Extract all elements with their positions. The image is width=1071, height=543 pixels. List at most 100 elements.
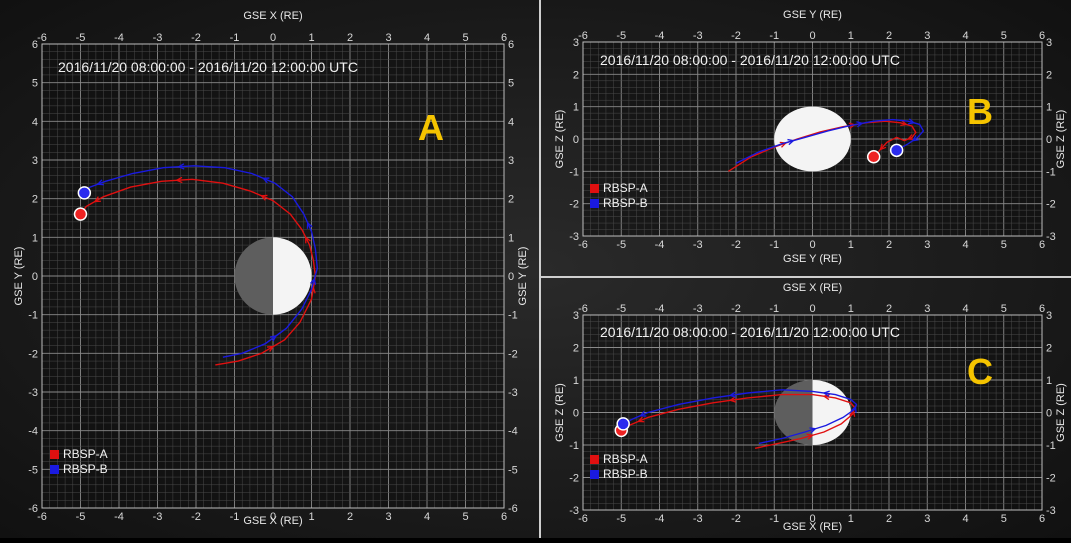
x-tick-label-top: 3 [924, 30, 930, 42]
y-tick-label-right: -4 [508, 426, 518, 438]
orbit-rbsp-b [622, 389, 858, 445]
x-axis-title-bottom: GSE Y (RE) [783, 253, 842, 265]
x-tick-label-bottom: 5 [1001, 239, 1007, 251]
legend-label: RBSP-A [603, 181, 648, 195]
y-tick-label-left: 2 [573, 69, 579, 81]
x-tick-label-top: -2 [191, 32, 201, 44]
x-tick-label-bottom: -2 [731, 239, 741, 251]
legend-label: RBSP-B [63, 462, 108, 476]
x-tick-label-top: 5 [1001, 30, 1007, 42]
x-tick-label-bottom: 4 [962, 513, 968, 525]
y-tick-label-right: -1 [1046, 166, 1056, 178]
y-tick-label-right: 0 [1046, 134, 1052, 146]
time-range-label: 2016/11/20 08:00:00 - 2016/11/20 12:00:0… [600, 52, 900, 68]
x-tick-label-bottom: -6 [578, 239, 588, 251]
spacecraft-rbsp-b [616, 417, 630, 431]
legend-swatch [50, 465, 59, 474]
x-tick-label-top: 3 [385, 32, 391, 44]
y-axis-title-right: GSE Z (RE) [1055, 110, 1067, 169]
x-tick-label-top: -6 [578, 30, 588, 42]
y-tick-label-left: 0 [573, 408, 579, 420]
orbit-arrow [177, 163, 185, 170]
y-tick-label-right: 4 [508, 116, 514, 128]
orbit-arrow [728, 396, 737, 403]
x-tick-label-bottom: 0 [809, 239, 815, 251]
y-tick-label-left: 6 [32, 39, 38, 51]
earth [234, 237, 312, 315]
y-tick-label-left: -1 [28, 310, 38, 322]
spacecraft-rbsp-a [866, 150, 881, 164]
x-tick-label-top: 5 [462, 32, 468, 44]
orbit-arrow [261, 177, 270, 184]
panel-c: -6-6-5-5-4-4-3-3-2-2-1-100112233445566-3… [554, 282, 1067, 533]
earth [774, 106, 851, 172]
x-tick-label-bottom: -1 [769, 513, 779, 525]
earth-night-side [774, 380, 813, 445]
x-tick-label-top: 0 [270, 32, 276, 44]
orbit-arrow [266, 345, 275, 352]
x-tick-label-bottom: 3 [385, 511, 391, 523]
orbit-arrow [907, 118, 916, 125]
orbit-rbsp-a [620, 393, 856, 449]
orbit-arrow [260, 194, 268, 201]
plot-grid [582, 314, 1043, 511]
x-tick-label-top: 6 [501, 32, 507, 44]
legend-swatch [590, 470, 599, 479]
legend-swatch [590, 199, 599, 208]
spacecraft-rbsp-b [889, 143, 904, 158]
x-tick-label-top: -2 [731, 30, 741, 42]
y-tick-label-left: -1 [569, 440, 579, 452]
orbit-arrow [93, 196, 101, 203]
y-axis-title-right: GSE Z (RE) [1055, 383, 1067, 442]
x-tick-label-top: -5 [76, 32, 86, 44]
y-tick-label-right: 1 [1046, 102, 1052, 114]
x-axis-title-bottom: GSE X (RE) [243, 515, 302, 527]
orbit-arrow [809, 427, 817, 434]
orbit-arrow [911, 135, 919, 142]
spacecraft-rbsp-a [73, 207, 88, 221]
y-tick-label-left: 0 [32, 271, 38, 283]
x-tick-label-bottom: 5 [462, 511, 468, 523]
y-tick-label-left: 0 [573, 134, 579, 146]
x-tick-label-top: 1 [308, 32, 314, 44]
y-axis-title-right: GSE Y (RE) [517, 247, 529, 306]
x-tick-label-top: -5 [616, 30, 626, 42]
orbit-arrow [728, 391, 737, 398]
x-tick-label-bottom: -4 [114, 511, 124, 523]
plot-frame [582, 314, 1043, 511]
legend-label: RBSP-A [63, 447, 108, 461]
y-tick-label-left: -5 [28, 464, 38, 476]
y-tick-label-right: -3 [1046, 505, 1056, 517]
x-tick-label-bottom: 0 [809, 513, 815, 525]
orbit-arrow [305, 235, 311, 244]
x-tick-label-bottom: 3 [924, 513, 930, 525]
y-tick-label-right: -3 [1046, 231, 1056, 243]
x-tick-label-top: -4 [655, 303, 665, 315]
y-tick-label-left: 3 [573, 37, 579, 49]
x-tick-label-bottom: -2 [191, 511, 201, 523]
y-tick-label-right: -5 [508, 464, 518, 476]
y-tick-label-right: 1 [508, 232, 514, 244]
y-tick-label-right: 3 [1046, 37, 1052, 49]
orbit-arrow [309, 277, 317, 285]
panel-a: -6-6-5-5-4-4-3-3-2-2-1-100112233445566-6… [13, 10, 529, 527]
y-tick-label-right: 2 [508, 194, 514, 206]
y-tick-label-left: 2 [573, 343, 579, 355]
panel-b: -6-6-5-5-4-4-3-3-2-2-1-100112233445566-3… [554, 9, 1067, 265]
y-tick-label-left: 5 [32, 78, 38, 90]
time-range-label: 2016/11/20 08:00:00 - 2016/11/20 12:00:0… [600, 324, 900, 340]
spacecraft-rbsp-b [77, 186, 92, 200]
x-tick-label-top: -1 [769, 30, 779, 42]
y-tick-label-right: 0 [508, 271, 514, 283]
x-tick-label-top: 1 [848, 303, 854, 315]
y-tick-label-left: 1 [573, 102, 579, 114]
y-axis-title-left: GSE Z (RE) [554, 383, 566, 442]
x-tick-label-bottom: 6 [1039, 513, 1045, 525]
orbit-rbsp-b [735, 118, 925, 164]
x-tick-label-top: -4 [655, 30, 665, 42]
orbit-arrow [856, 121, 864, 128]
y-tick-label-right: 5 [508, 78, 514, 90]
y-tick-label-left: -3 [569, 231, 579, 243]
x-tick-label-bottom: -5 [616, 513, 626, 525]
